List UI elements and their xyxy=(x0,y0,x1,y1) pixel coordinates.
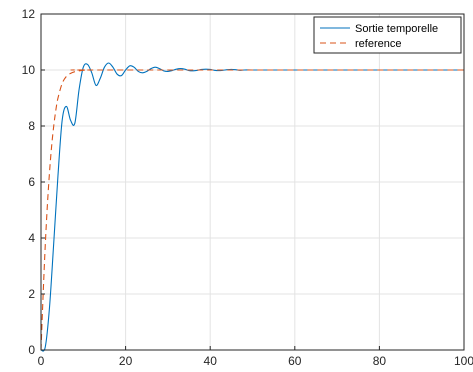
x-tick-label: 40 xyxy=(204,354,218,368)
x-tick-label: 0 xyxy=(38,354,45,368)
y-tick-label: 4 xyxy=(28,231,35,245)
legend: Sortie temporelle reference xyxy=(313,16,462,54)
y-tick-label: 10 xyxy=(22,63,36,77)
y-tick-label: 0 xyxy=(28,343,35,357)
x-tick-label: 20 xyxy=(119,354,133,368)
x-tick-label: 80 xyxy=(373,354,387,368)
x-tick-label: 60 xyxy=(288,354,302,368)
legend-box xyxy=(313,16,462,54)
y-tick-label: 12 xyxy=(22,7,36,21)
series-line-sortie-temporelle xyxy=(40,62,464,352)
series-line-reference xyxy=(40,69,464,351)
legend-label: reference xyxy=(355,38,401,50)
series-layer xyxy=(40,62,464,352)
y-tick-label: 8 xyxy=(28,119,35,133)
axis-ticks: 0 20 40 60 80 100 0 2 4 6 8 10 12 xyxy=(22,7,473,368)
y-tick-label: 6 xyxy=(28,175,35,189)
x-tick-label: 100 xyxy=(454,354,473,368)
legend-label: Sortie temporelle xyxy=(355,23,438,35)
y-tick-label: 2 xyxy=(28,287,35,301)
